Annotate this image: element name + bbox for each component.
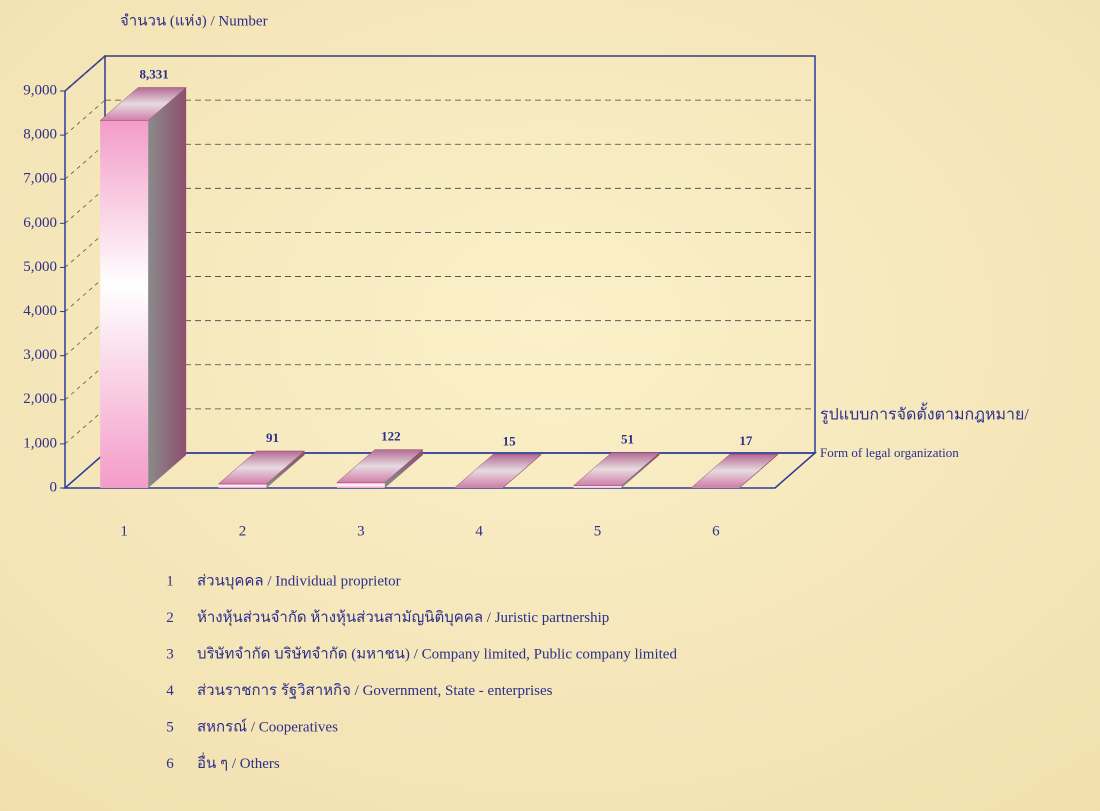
- legend-number: 1: [166, 573, 174, 589]
- y-tick-label: 7,000: [23, 171, 57, 187]
- x-tick-label: 2: [239, 523, 247, 539]
- grid-line: [64, 364, 106, 401]
- legend-text: ส่วนราชการ รัฐวิสาหกิจ / Government, Sta…: [197, 682, 553, 699]
- value-label: 51: [621, 432, 634, 447]
- legend-number: 6: [166, 756, 174, 772]
- bar-side: [148, 87, 187, 489]
- bar-front: [691, 487, 740, 488]
- bar-side: [384, 449, 423, 488]
- legend-number: 4: [166, 683, 174, 699]
- y-tick-label: 6,000: [23, 215, 57, 231]
- x-tick-label: 5: [594, 523, 602, 539]
- grid-line: [64, 276, 106, 312]
- bar-side: [266, 450, 305, 488]
- value-label: 17: [739, 433, 753, 448]
- y-tick-label: 2,000: [23, 391, 57, 407]
- bar-front: [100, 120, 149, 489]
- value-label: 91: [266, 430, 279, 445]
- x-axis-label: รูปแบบการจัดตั้งตามกฎหมาย/: [820, 403, 1029, 425]
- x-axis-label: Form of legal organization: [820, 445, 959, 460]
- y-tick-label: 1,000: [23, 435, 57, 451]
- bar-top: [691, 454, 779, 488]
- y-tick-label: 8,000: [23, 127, 57, 143]
- bar-side: [621, 452, 660, 488]
- y-tick-label: 0: [50, 479, 58, 495]
- legend-text: บริษัทจำกัด บริษัทจำกัด (มหาชน) / Compan…: [197, 645, 677, 662]
- grid-line: [64, 143, 106, 180]
- legend-text: อื่น ๆ / Others: [197, 752, 280, 772]
- legend-text: ส่วนบุคคล / Individual proprietor: [197, 573, 401, 590]
- grid-line: [64, 99, 106, 136]
- grid-line: [64, 232, 106, 268]
- legend-number: 2: [166, 610, 174, 626]
- value-label: 15: [503, 433, 517, 448]
- bar-front: [455, 487, 504, 488]
- y-tick-label: 3,000: [23, 347, 57, 363]
- x-tick-label: 1: [120, 523, 128, 539]
- bar-front: [336, 482, 385, 488]
- bar-top: [336, 449, 424, 483]
- grid-line: [64, 408, 106, 445]
- y-tick-label: 4,000: [23, 303, 57, 319]
- bar-top: [572, 452, 661, 487]
- bar-top: [99, 87, 187, 121]
- legend-number: 3: [166, 646, 174, 662]
- floor: [63, 452, 817, 489]
- value-label: 8,331: [140, 66, 169, 81]
- bar-top: [217, 450, 306, 485]
- y-tick-label: 5,000: [23, 259, 57, 275]
- legend-number: 5: [166, 719, 174, 735]
- y-tick-label: 9,000: [23, 82, 57, 98]
- x-tick-label: 6: [712, 523, 720, 539]
- x-tick-label: 3: [357, 523, 365, 539]
- value-label: 122: [381, 429, 401, 444]
- bar-front: [218, 483, 267, 488]
- legend-text: ห้างหุ้นส่วนจำกัด ห้างหุ้นส่วนสามัญนิติบ…: [197, 609, 609, 627]
- bar-front: [573, 485, 622, 488]
- y-axis-label: จำนวน (แห่ง) / Number: [120, 12, 268, 29]
- grid-line: [64, 55, 106, 92]
- legend-text: สหกรณ์ / Cooperatives: [197, 718, 338, 735]
- bar-top: [454, 454, 542, 488]
- grid-line: [64, 320, 106, 356]
- grid-line: [64, 188, 106, 224]
- x-tick-label: 4: [475, 523, 483, 539]
